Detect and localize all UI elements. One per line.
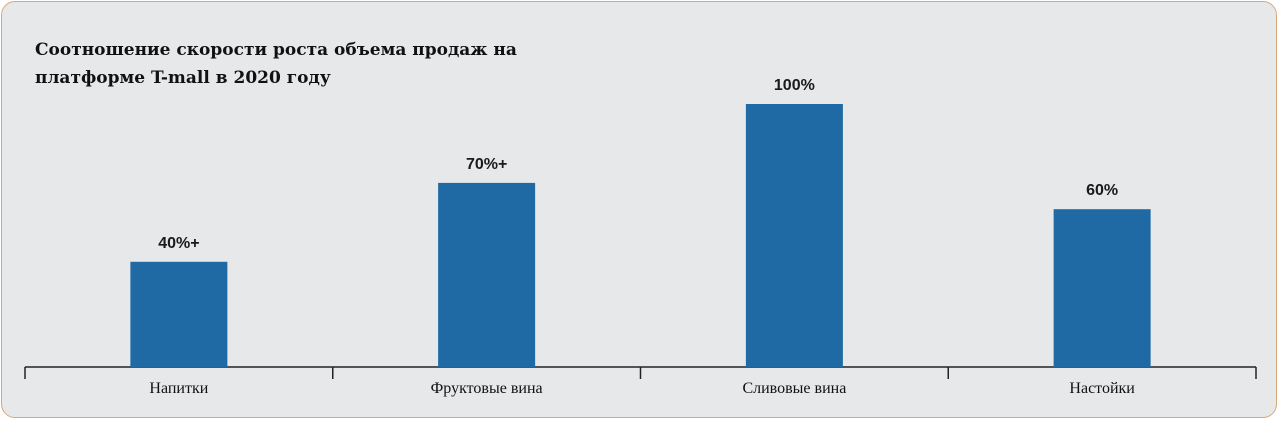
data-label: 100% (774, 77, 815, 94)
data-label: 60% (1086, 182, 1118, 199)
x-tick-label: Фруктовые вина (431, 380, 543, 397)
x-tick-label: Сливовые вина (742, 380, 846, 397)
chart-title: Соотношение скорости роста объема продаж… (35, 36, 555, 92)
bar (130, 261, 228, 367)
chart-title-line-2: платформе T-mall в 2020 году (35, 68, 331, 88)
bar (438, 182, 536, 367)
chart-title-line-1: Соотношение скорости роста объема продаж… (35, 40, 517, 60)
data-label: 40%+ (158, 235, 199, 252)
bar (745, 104, 843, 367)
x-tick-label: Напитки (149, 380, 208, 397)
bar (1053, 209, 1151, 367)
data-label: 70%+ (466, 156, 507, 173)
x-tick-label: Настойки (1069, 380, 1135, 397)
